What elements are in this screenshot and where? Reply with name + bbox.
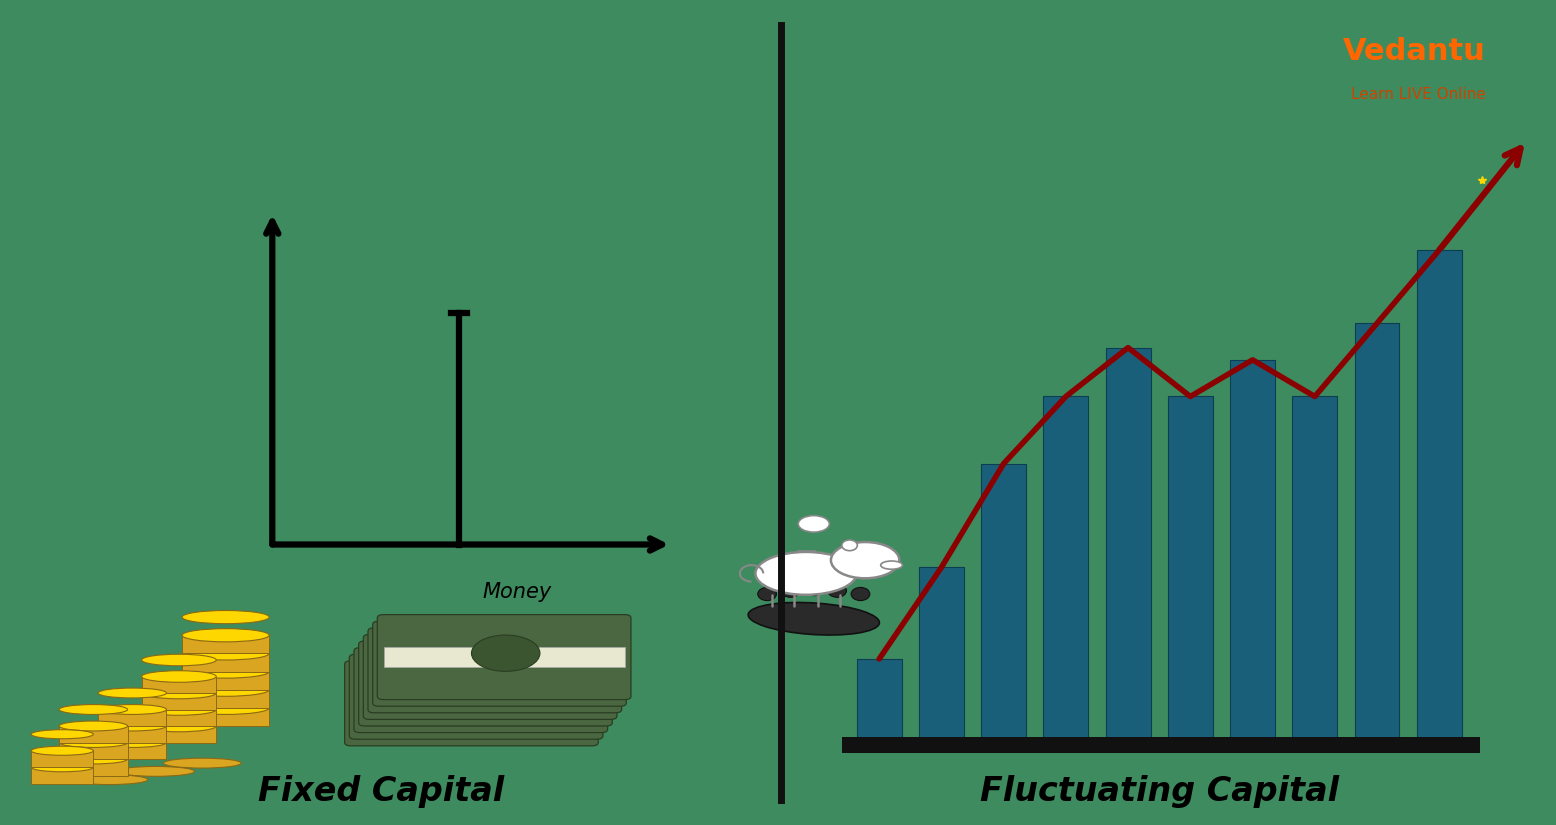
FancyBboxPatch shape (367, 628, 621, 713)
Bar (364, 673, 605, 693)
Ellipse shape (59, 721, 128, 731)
Bar (857, 659, 901, 738)
Ellipse shape (748, 602, 879, 635)
Bar (1355, 323, 1399, 738)
Bar (182, 672, 269, 690)
Ellipse shape (182, 629, 269, 642)
Circle shape (798, 516, 829, 532)
Ellipse shape (755, 552, 856, 595)
Ellipse shape (98, 688, 166, 698)
Text: Learn LIVE Online: Learn LIVE Online (1351, 87, 1486, 101)
Text: Vedantu: Vedantu (1343, 37, 1486, 66)
Ellipse shape (117, 766, 194, 776)
Bar (1106, 347, 1150, 738)
Ellipse shape (758, 587, 776, 601)
FancyBboxPatch shape (377, 615, 632, 700)
FancyBboxPatch shape (349, 654, 602, 739)
Bar (378, 653, 619, 673)
Bar (1231, 360, 1274, 738)
Ellipse shape (59, 754, 128, 764)
Ellipse shape (98, 721, 166, 731)
Bar (142, 710, 216, 726)
Bar (31, 767, 93, 784)
Bar (59, 759, 128, 775)
Bar (182, 708, 269, 726)
Ellipse shape (842, 540, 857, 551)
Ellipse shape (142, 687, 216, 699)
Ellipse shape (804, 582, 823, 596)
Bar (383, 647, 624, 667)
Bar (1169, 397, 1212, 738)
Bar (59, 742, 128, 759)
Text: Fluctuating Capital: Fluctuating Capital (980, 776, 1338, 808)
Bar (98, 742, 166, 759)
Bar (98, 710, 166, 726)
Ellipse shape (142, 704, 216, 715)
Bar (920, 568, 963, 738)
FancyBboxPatch shape (358, 641, 612, 726)
Bar (1293, 397, 1337, 738)
Ellipse shape (59, 705, 128, 714)
Bar (182, 690, 269, 708)
Bar (31, 751, 93, 767)
Bar (182, 635, 269, 653)
Ellipse shape (163, 758, 241, 768)
Bar (842, 737, 1480, 753)
Ellipse shape (828, 584, 846, 597)
Bar (98, 726, 166, 742)
FancyBboxPatch shape (363, 634, 616, 719)
Ellipse shape (31, 746, 93, 756)
Text: Fixed Capital: Fixed Capital (258, 776, 504, 808)
FancyBboxPatch shape (344, 661, 598, 746)
Bar (1044, 397, 1088, 738)
Ellipse shape (781, 584, 800, 597)
Bar (373, 660, 615, 680)
Bar (982, 464, 1025, 738)
Ellipse shape (59, 738, 128, 747)
Ellipse shape (31, 730, 93, 739)
Bar (142, 676, 216, 693)
Ellipse shape (182, 665, 269, 678)
Circle shape (831, 542, 899, 578)
Text: Money: Money (482, 582, 552, 601)
Ellipse shape (851, 587, 870, 601)
Bar (359, 680, 601, 700)
FancyBboxPatch shape (372, 621, 626, 706)
Ellipse shape (70, 775, 148, 785)
Circle shape (471, 635, 540, 672)
Bar (59, 726, 128, 742)
Bar (355, 686, 596, 706)
Bar (1418, 250, 1461, 738)
Ellipse shape (881, 561, 902, 569)
Bar (142, 693, 216, 710)
Bar (182, 653, 269, 672)
Ellipse shape (142, 720, 216, 732)
Ellipse shape (182, 683, 269, 696)
Ellipse shape (182, 701, 269, 714)
Ellipse shape (98, 705, 166, 714)
Ellipse shape (142, 654, 216, 666)
Ellipse shape (182, 647, 269, 660)
FancyBboxPatch shape (353, 648, 607, 733)
Ellipse shape (31, 762, 93, 772)
Bar (142, 726, 216, 742)
Ellipse shape (142, 671, 216, 682)
Ellipse shape (182, 610, 269, 624)
Bar (350, 693, 591, 713)
Ellipse shape (98, 738, 166, 747)
Bar (369, 667, 610, 686)
